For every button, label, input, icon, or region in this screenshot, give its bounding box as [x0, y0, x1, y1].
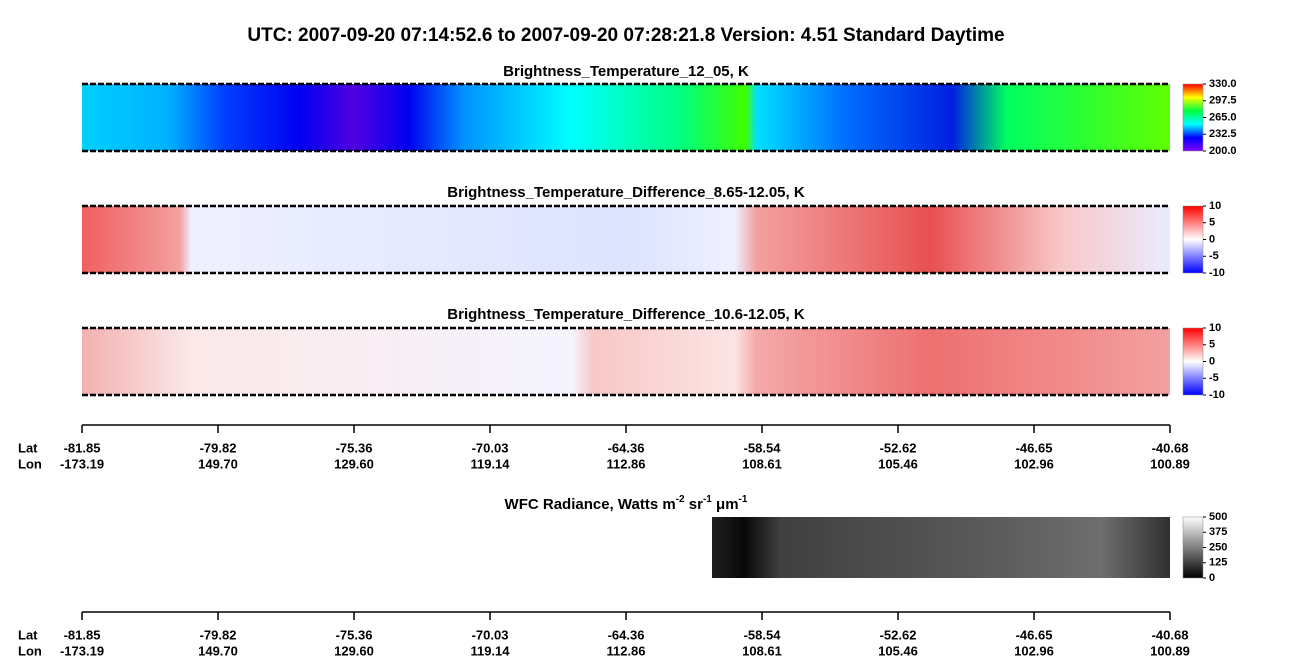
- colorbar-tick-label: 232.5: [1209, 128, 1237, 140]
- lon-tick-label: -173.19: [60, 456, 104, 471]
- panel-title: Brightness_Temperature_Difference_8.65-1…: [447, 184, 805, 201]
- lat-tick-label: -46.65: [1016, 440, 1053, 455]
- colorbar-tick-label: 0: [1209, 233, 1215, 245]
- title-part: sr: [685, 496, 704, 513]
- lon-tick-label: 105.46: [878, 643, 918, 658]
- lat-tick-label: -70.03: [472, 440, 509, 455]
- lon-tick-label: 100.89: [1150, 643, 1190, 658]
- colorbar-tick-label: 5: [1209, 217, 1215, 229]
- title-part: -2: [676, 494, 685, 505]
- lon-tick-label: 100.89: [1150, 456, 1190, 471]
- lon-tick-label: 149.70: [198, 643, 238, 658]
- colorbar-tick-label: -5: [1209, 372, 1219, 384]
- lat-tick-label: -64.36: [608, 627, 645, 642]
- lon-tick-label: 149.70: [198, 456, 238, 471]
- lat-tick-label: -79.82: [200, 627, 237, 642]
- image: [82, 206, 1170, 273]
- lon-tick-label: 112.86: [606, 456, 645, 471]
- lon-tick-label: 108.61: [742, 643, 782, 658]
- lat-tick-label: -40.68: [1152, 440, 1189, 455]
- colorbar-tick-label: -5: [1209, 250, 1219, 262]
- title-part: μm: [712, 496, 739, 513]
- colorbar-tick-label: 500: [1209, 511, 1227, 523]
- image: [712, 517, 1170, 578]
- colorbar-tick-label: 5: [1209, 339, 1215, 351]
- colorbar-tick-label: 330.0: [1209, 78, 1237, 90]
- panel-title: Brightness_Temperature_Difference_10.6-1…: [447, 306, 805, 323]
- lon-tick-label: 105.46: [878, 456, 918, 471]
- colorbar-tick-label: 125: [1209, 557, 1227, 569]
- lon-tick-label: 129.60: [334, 643, 374, 658]
- panel-title: WFC Radiance, Watts m-2 sr-1 μm-1: [505, 494, 748, 513]
- lat-tick-label: -75.36: [336, 440, 373, 455]
- lat-tick-label: -79.82: [200, 440, 237, 455]
- lat-tick-label: -52.62: [880, 440, 917, 455]
- lat-tick-label: -81.85: [64, 440, 101, 455]
- image: [82, 328, 1170, 395]
- colorbar-tick-label: 265.0: [1209, 111, 1237, 123]
- colorbar: [1182, 83, 1204, 152]
- lat-tick-label: -46.65: [1016, 627, 1053, 642]
- lon-tick-label: 119.14: [470, 643, 510, 658]
- colorbar-tick-label: 0: [1209, 572, 1215, 584]
- lon-tick-label: -173.19: [60, 643, 104, 658]
- lon-label: Lon: [18, 456, 42, 471]
- lon-tick-label: 108.61: [742, 456, 782, 471]
- lon-tick-label: 119.14: [470, 456, 510, 471]
- lat-tick-label: -40.68: [1152, 627, 1189, 642]
- panel-title: Brightness_Temperature_12_05, K: [503, 63, 749, 80]
- lat-tick-label: -75.36: [336, 627, 373, 642]
- colorbar-tick-label: -10: [1209, 267, 1225, 279]
- title-part: -1: [703, 494, 712, 505]
- lon-tick-label: 102.96: [1014, 456, 1054, 471]
- colorbar-tick-label: 0: [1209, 355, 1215, 367]
- lat-label: Lat: [18, 627, 38, 642]
- colorbar: [1182, 205, 1204, 274]
- lat-tick-label: -58.54: [744, 627, 782, 642]
- lat-tick-label: -58.54: [744, 440, 782, 455]
- colorbar-tick-label: 375: [1209, 526, 1227, 538]
- lat-tick-label: -52.62: [880, 627, 917, 642]
- lat-label: Lat: [18, 440, 38, 455]
- colorbar-tick-label: 10: [1209, 322, 1221, 334]
- colorbar-tick-label: 10: [1209, 200, 1221, 212]
- colorbar-tick-label: 297.5: [1209, 95, 1237, 107]
- lon-tick-label: 112.86: [606, 643, 645, 658]
- colorbar-tick-label: -10: [1209, 389, 1225, 401]
- page-title: UTC: 2007-09-20 07:14:52.6 to 2007-09-20…: [247, 25, 1004, 46]
- lat-tick-label: -70.03: [472, 627, 509, 642]
- title-part: WFC Radiance, Watts m: [505, 496, 676, 513]
- colorbar-tick-label: 200.0: [1209, 145, 1237, 157]
- lon-tick-label: 129.60: [334, 456, 374, 471]
- lat-tick-label: -81.85: [64, 627, 101, 642]
- colorbar-tick-label: 250: [1209, 541, 1227, 553]
- image: [82, 84, 1170, 151]
- lon-label: Lon: [18, 643, 42, 658]
- lon-tick-label: 102.96: [1014, 643, 1054, 658]
- lat-tick-label: -64.36: [608, 440, 645, 455]
- title-part: -1: [739, 494, 748, 505]
- colorbar: [1182, 516, 1204, 579]
- colorbar: [1182, 327, 1204, 396]
